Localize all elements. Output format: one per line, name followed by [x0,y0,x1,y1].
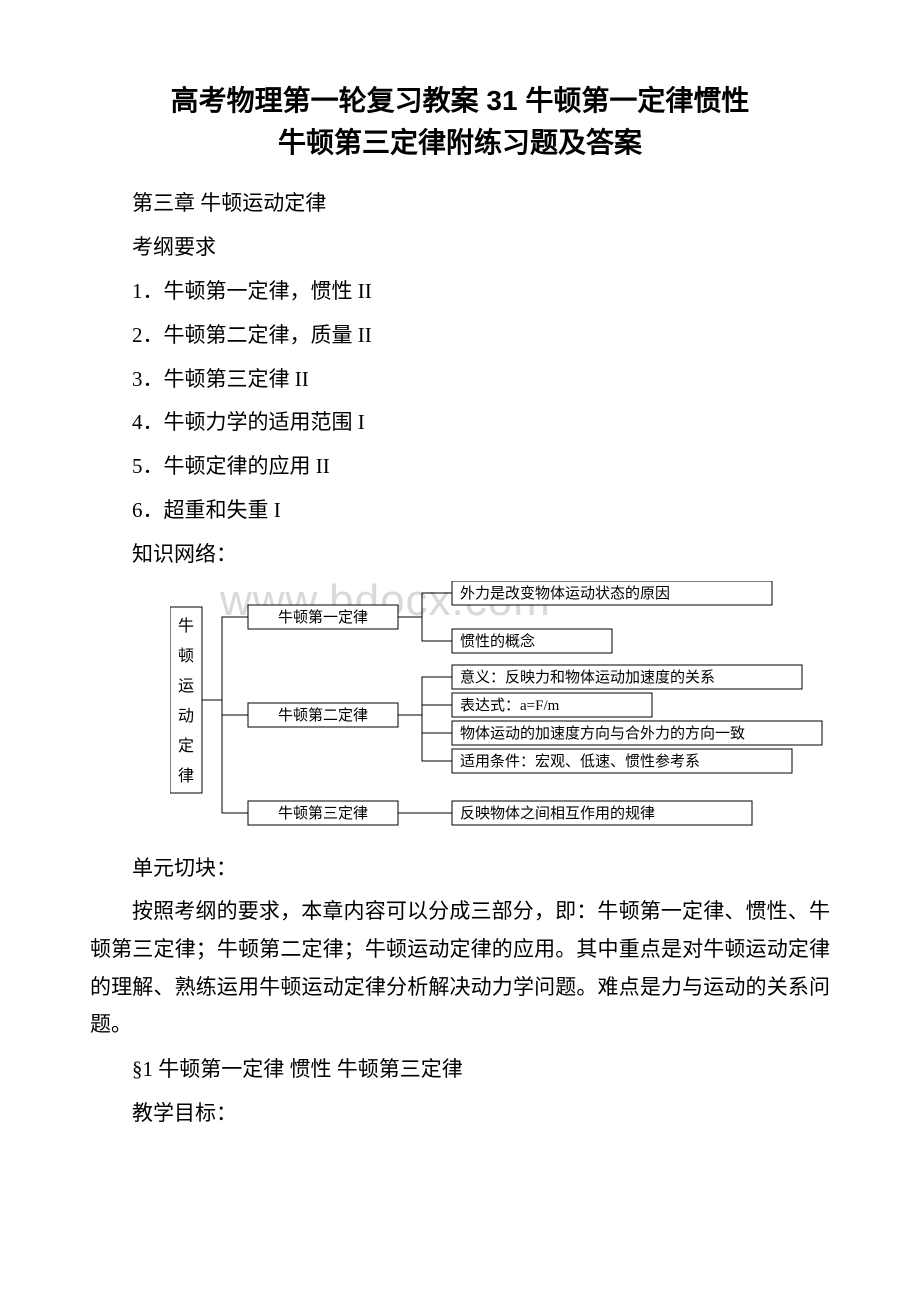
root-char: 动 [178,707,194,725]
law3-label: 牛顿第三定律 [278,804,368,822]
unit-body: 按照考纲的要求，本章内容可以分成三部分，即：牛顿第一定律、惯性、牛顿第三定律；牛… [90,893,830,1044]
root-char: 顿 [178,647,194,665]
law2-child-text: 表达式：a=F/m [460,697,560,714]
root-char: 定 [178,737,194,755]
law1-bracket [398,593,452,641]
section-heading: §1 牛顿第一定律 惯性 牛顿第三定律 [90,1050,830,1090]
unit-heading: 单元切块： [90,849,830,889]
law1-child-text: 惯性的概念 [460,632,535,650]
law2-child-text: 物体运动的加速度方向与合外力的方向一致 [460,725,745,742]
root-char: 律 [178,767,194,785]
goal-heading: 教学目标： [90,1094,830,1134]
law1-label: 牛顿第一定律 [278,608,368,626]
requirement-item: 2．牛顿第二定律，质量 II [90,316,830,356]
root-char: 运 [178,677,194,695]
law1-child-text: 外力是改变物体运动状态的原因 [460,585,670,602]
document-title: 高考物理第一轮复习教案 31 牛顿第一定律惯性 牛顿第三定律附练习题及答案 [90,80,830,164]
title-line-2: 牛顿第三定律附练习题及答案 [90,122,830,164]
knowledge-network-diagram: 牛 顿 运 动 定 律 牛顿第一定律 牛顿第二定律 牛顿第三定律 外力是改变物体… [170,581,830,839]
requirement-item: 4．牛顿力学的适用范围 I [90,403,830,443]
root-bracket [202,617,248,813]
law2-bracket [398,677,452,761]
requirement-item: 3．牛顿第三定律 II [90,360,830,400]
requirement-item: 5．牛顿定律的应用 II [90,447,830,487]
law2-child-text: 适用条件：宏观、低速、惯性参考系 [460,753,700,770]
requirement-item: 6．超重和失重 I [90,491,830,531]
title-line-1: 高考物理第一轮复习教案 31 牛顿第一定律惯性 [90,80,830,122]
document-content: 高考物理第一轮复习教案 31 牛顿第一定律惯性 牛顿第三定律附练习题及答案 第三… [90,80,830,1134]
law2-child-text: 意义：反映力和物体运动加速度的关系 [460,668,715,686]
root-char: 牛 [178,617,194,635]
law3-child-text: 反映物体之间相互作用的规律 [460,805,655,822]
law2-label: 牛顿第二定律 [278,706,368,724]
knowledge-network-heading: 知识网络： [90,535,830,575]
diagram-svg: 牛 顿 运 动 定 律 牛顿第一定律 牛顿第二定律 牛顿第三定律 外力是改变物体… [170,581,840,839]
requirement-item: 1．牛顿第一定律，惯性 II [90,272,830,312]
chapter-heading: 第三章 牛顿运动定律 [90,184,830,224]
exam-requirements-heading: 考纲要求 [90,228,830,268]
